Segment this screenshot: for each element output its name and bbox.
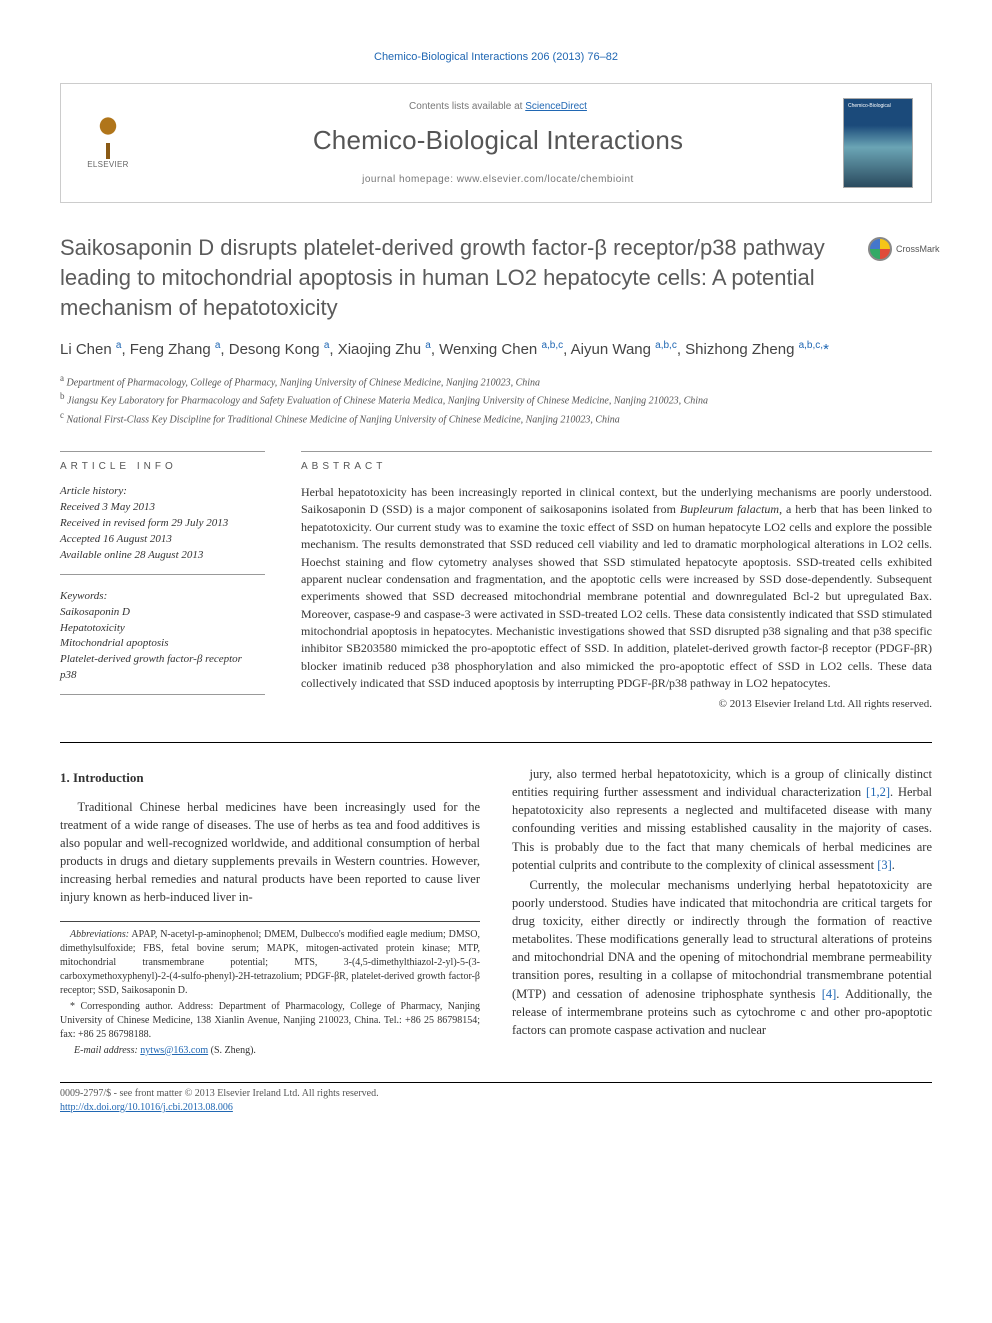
intro-para-2: jury, also termed herbal hepatotoxicity,… <box>512 765 932 874</box>
sciencedirect-link[interactable]: ScienceDirect <box>525 101 587 112</box>
affiliations: a Department of Pharmacology, College of… <box>60 372 932 427</box>
article-title: Saikosaponin D disrupts platelet-derived… <box>60 233 852 322</box>
keywords-block: Keywords: Saikosaponin D Hepatotoxicity … <box>60 589 265 696</box>
history-line: Received in revised form 29 July 2013 <box>60 517 228 529</box>
doi-link[interactable]: http://dx.doi.org/10.1016/j.cbi.2013.08.… <box>60 1102 233 1113</box>
history-line: Accepted 16 August 2013 <box>60 533 172 545</box>
article-info-column: ARTICLE INFO Article history: Received 3… <box>60 451 265 712</box>
header-center: Contents lists available at ScienceDirec… <box>153 100 843 186</box>
history-line: Received 3 May 2013 <box>60 501 155 513</box>
crossmark-label: CrossMark <box>896 243 940 256</box>
footer-bar: 0009-2797/$ - see front matter © 2013 El… <box>60 1082 932 1115</box>
corresponding-author: * Corresponding author. Address: Departm… <box>60 1000 480 1042</box>
body-columns: 1. Introduction Traditional Chinese herb… <box>60 765 932 1058</box>
history-line: Available online 28 August 2013 <box>60 549 203 561</box>
journal-cover-thumb <box>843 98 913 188</box>
homepage-prefix: journal homepage: <box>362 174 453 185</box>
elsevier-logo: ELSEVIER <box>79 111 137 175</box>
affiliation-a: a Department of Pharmacology, College of… <box>60 372 932 390</box>
section-1-heading: 1. Introduction <box>60 769 480 788</box>
abbreviations: Abbreviations: APAP, N-acetyl-p-aminophe… <box>60 928 480 998</box>
footnotes: Abbreviations: APAP, N-acetyl-p-aminophe… <box>60 921 480 1058</box>
journal-name: Chemico-Biological Interactions <box>153 122 843 158</box>
keyword: Hepatotoxicity <box>60 622 125 634</box>
divider <box>60 742 932 743</box>
citation-line: Chemico-Biological Interactions 206 (201… <box>60 50 932 65</box>
info-abstract-row: ARTICLE INFO Article history: Received 3… <box>60 451 932 712</box>
homepage-line: journal homepage: www.elsevier.com/locat… <box>153 173 843 187</box>
abstract-heading: ABSTRACT <box>301 451 932 474</box>
footer-rule <box>60 1082 932 1083</box>
contents-prefix: Contents lists available at <box>409 101 522 112</box>
page: Chemico-Biological Interactions 206 (201… <box>0 0 992 1165</box>
intro-para-1: Traditional Chinese herbal medicines hav… <box>60 798 480 907</box>
contents-line: Contents lists available at ScienceDirec… <box>153 100 843 114</box>
keyword: Platelet-derived growth factor-β recepto… <box>60 653 242 665</box>
copyright-line: © 2013 Elsevier Ireland Ltd. All rights … <box>301 697 932 712</box>
affiliation-b: b Jiangsu Key Laboratory for Pharmacolog… <box>60 390 932 408</box>
info-heading: ARTICLE INFO <box>60 451 265 474</box>
crossmark-badge[interactable]: CrossMark <box>868 233 932 261</box>
keyword: Saikosaponin D <box>60 606 130 618</box>
abstract-text: Herbal hepatotoxicity has been increasin… <box>301 484 932 693</box>
email-link[interactable]: nytws@163.com <box>140 1045 208 1056</box>
publisher-name: ELSEVIER <box>87 159 129 170</box>
front-matter-line: 0009-2797/$ - see front matter © 2013 El… <box>60 1087 932 1101</box>
affiliation-c: c National First-Class Key Discipline fo… <box>60 409 932 427</box>
intro-para-3: Currently, the molecular mechanisms unde… <box>512 876 932 1039</box>
history-label: Article history: <box>60 485 127 497</box>
elsevier-tree-icon <box>88 117 128 159</box>
keyword: p38 <box>60 669 77 681</box>
abstract-column: ABSTRACT Herbal hepatotoxicity has been … <box>301 451 932 712</box>
authors-list: Li Chen a, Feng Zhang a, Desong Kong a, … <box>60 338 932 362</box>
title-row: Saikosaponin D disrupts platelet-derived… <box>60 233 932 338</box>
keyword: Mitochondrial apoptosis <box>60 637 168 649</box>
homepage-url: www.elsevier.com/locate/chembioint <box>457 174 634 185</box>
keywords-label: Keywords: <box>60 590 107 602</box>
article-history: Article history: Received 3 May 2013 Rec… <box>60 484 265 575</box>
crossmark-icon <box>868 237 892 261</box>
email-line: E-mail address: nytws@163.com (S. Zheng)… <box>60 1044 480 1058</box>
journal-header: ELSEVIER Contents lists available at Sci… <box>60 83 932 203</box>
header-inner: ELSEVIER Contents lists available at Sci… <box>79 98 913 188</box>
